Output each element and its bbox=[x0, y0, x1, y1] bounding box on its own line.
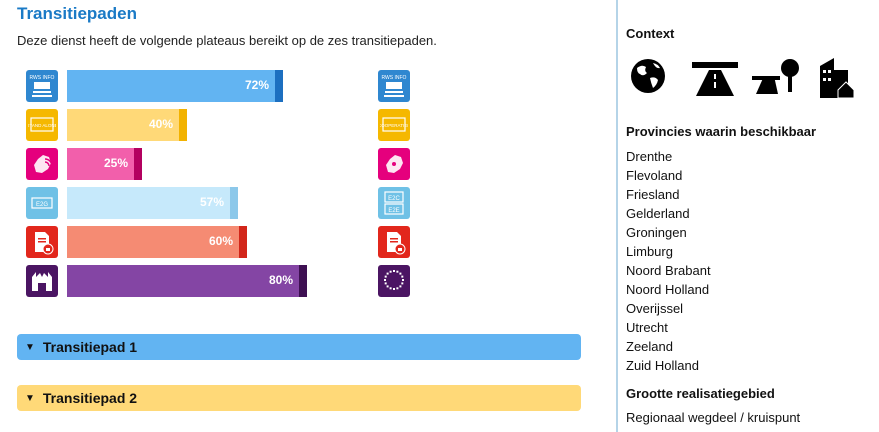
province-item: Noord Brabant bbox=[626, 263, 711, 278]
province-item: Drenthe bbox=[626, 149, 673, 164]
main-content: Transitiepaden Deze dienst heeft de volg… bbox=[17, 4, 581, 411]
context-heading: Context bbox=[626, 26, 675, 41]
bar-cap bbox=[230, 187, 238, 219]
city-icon bbox=[814, 52, 858, 100]
globe-icon bbox=[628, 52, 672, 100]
bar-track: 60% bbox=[67, 226, 327, 258]
area-heading: Grootte realisatiegebied bbox=[626, 386, 775, 401]
progress-bar: 60% bbox=[67, 226, 247, 258]
rural-road-icon bbox=[752, 52, 799, 100]
province-item: Groningen bbox=[626, 225, 687, 240]
caret-down-icon: ▼ bbox=[25, 392, 35, 404]
bar-track: 25% bbox=[67, 148, 327, 180]
bar-cap bbox=[299, 265, 307, 297]
cooperative-icon: COOPERATIEF bbox=[378, 109, 410, 141]
accordion-label: Transitiepad 1 bbox=[42, 339, 138, 355]
svg-text:E2E: E2E bbox=[388, 208, 399, 214]
percent-label: 60% bbox=[208, 234, 233, 248]
bar-cap bbox=[134, 148, 142, 180]
progress-bar: 40% bbox=[67, 109, 187, 141]
circle-network-icon bbox=[378, 265, 410, 297]
bar-track: 40% bbox=[67, 109, 327, 141]
highway-icon bbox=[690, 52, 738, 100]
svg-text:E2C: E2C bbox=[388, 196, 400, 202]
province-item: Utrecht bbox=[626, 320, 668, 335]
context-icons bbox=[628, 52, 858, 100]
percent-label: 40% bbox=[148, 117, 173, 131]
building-people-icon bbox=[26, 265, 58, 297]
accordion-label: Transitiepad 2 bbox=[42, 390, 138, 406]
svg-text:STAND ALONE: STAND ALONE bbox=[28, 123, 56, 128]
bar-track: 80% bbox=[67, 265, 327, 297]
province-list: Drenthe Flevoland Friesland Gelderland Groni… bbox=[626, 147, 711, 375]
accordion-transitiepad-2[interactable]: ▼ Transitiepad 2 bbox=[17, 385, 581, 411]
accordion-transitiepad-1[interactable]: ▼ Transitiepad 1 bbox=[17, 334, 581, 360]
svg-text:RWS INFO: RWS INFO bbox=[30, 75, 55, 81]
province-item: Friesland bbox=[626, 187, 680, 202]
caret-down-icon: ▼ bbox=[25, 341, 35, 353]
document-lock-icon bbox=[378, 226, 410, 258]
percent-label: 57% bbox=[199, 195, 224, 209]
progress-bar: 25% bbox=[67, 148, 142, 180]
percent-label: 25% bbox=[103, 156, 128, 170]
svg-text:RWS INFO: RWS INFO bbox=[382, 75, 407, 81]
netherlands-map-icon bbox=[378, 148, 410, 180]
e2g-icon: E2G bbox=[26, 187, 58, 219]
transition-path-row: 80% bbox=[26, 265, 416, 297]
province-item: Noord Holland bbox=[626, 282, 710, 297]
transition-path-row: 25% bbox=[26, 148, 416, 180]
stand-alone-icon: STAND ALONE bbox=[26, 109, 58, 141]
transition-path-row: RWS INFO 72% RWS INFO bbox=[26, 70, 416, 102]
percent-label: 80% bbox=[268, 273, 293, 287]
percent-label: 72% bbox=[244, 78, 269, 92]
area-value: Regionaal wegdeel / kruispunt bbox=[626, 410, 801, 425]
page-title: Transitiepaden bbox=[17, 4, 137, 23]
netherlands-signal-icon bbox=[26, 148, 58, 180]
rws-info-icon: RWS INFO bbox=[378, 70, 410, 102]
transition-path-row: STAND ALONE 40% COOPERATIEF bbox=[26, 109, 416, 141]
e2c-e2e-icon: E2C E2E bbox=[378, 187, 410, 219]
progress-bar: 72% bbox=[67, 70, 283, 102]
bar-track: 72% bbox=[67, 70, 327, 102]
svg-text:COOPERATIEF: COOPERATIEF bbox=[380, 123, 408, 128]
page-subtitle: Deze dienst heeft de volgende plateaus b… bbox=[17, 33, 437, 48]
transition-path-row: E2G 57% E2C E2E bbox=[26, 187, 416, 219]
province-item: Flevoland bbox=[626, 168, 683, 183]
bar-track: 57% bbox=[67, 187, 327, 219]
provinces-heading: Provincies waarin beschikbaar bbox=[626, 124, 817, 139]
transition-path-row: 60% bbox=[26, 226, 416, 258]
province-item: Gelderland bbox=[626, 206, 690, 221]
bar-cap bbox=[275, 70, 283, 102]
progress-bar: 80% bbox=[67, 265, 307, 297]
sidebar: Context bbox=[616, 0, 879, 432]
progress-bar: 57% bbox=[67, 187, 238, 219]
svg-text:E2G: E2G bbox=[36, 202, 48, 208]
province-item: Overijssel bbox=[626, 301, 684, 316]
bar-cap bbox=[239, 226, 247, 258]
province-item: Zuid Holland bbox=[626, 358, 699, 373]
province-item: Limburg bbox=[626, 244, 673, 259]
document-lock-icon bbox=[26, 226, 58, 258]
bar-cap bbox=[179, 109, 187, 141]
rws-info-icon: RWS INFO bbox=[26, 70, 58, 102]
province-item: Zeeland bbox=[626, 339, 673, 354]
